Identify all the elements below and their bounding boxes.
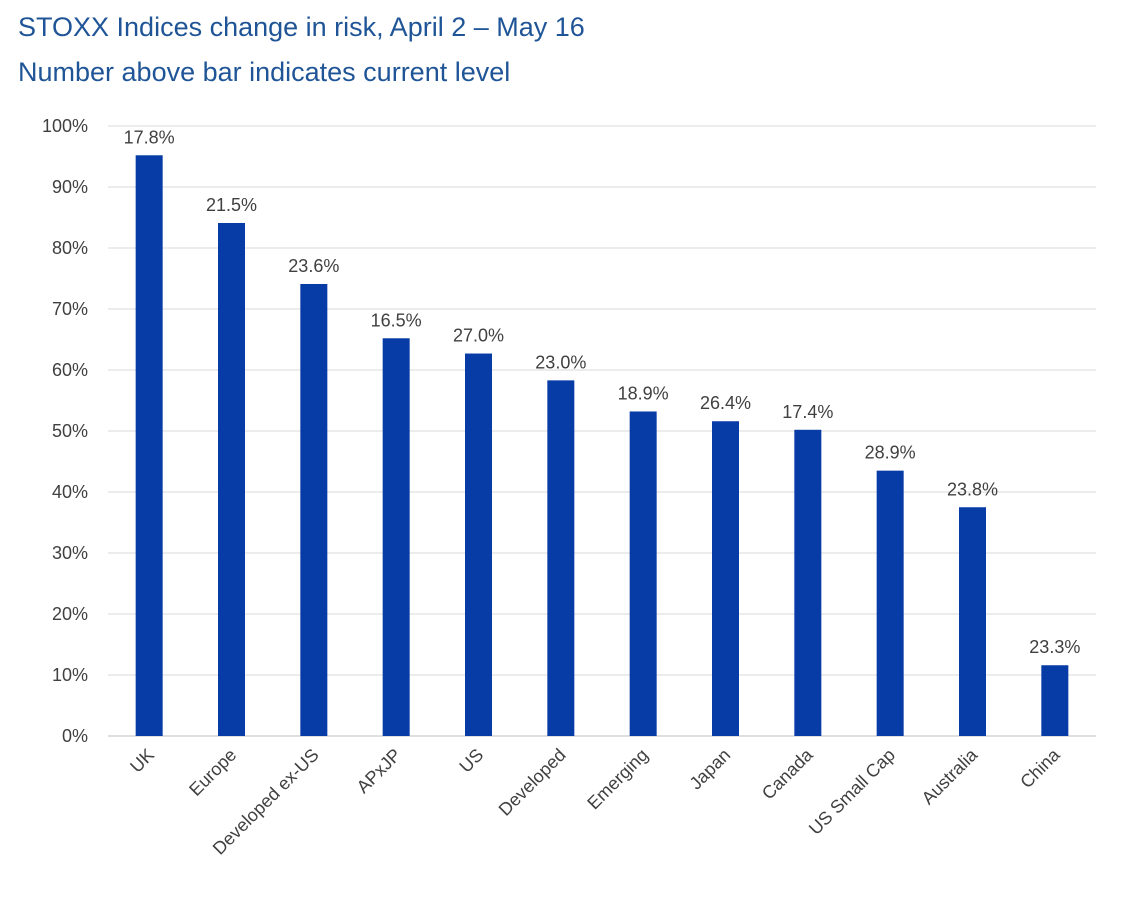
bar-japan — [712, 421, 739, 736]
data-label: 17.8% — [124, 127, 175, 147]
x-category-label: APxJP — [353, 745, 405, 797]
bar-canada — [794, 429, 822, 736]
gridlines — [108, 125, 1096, 737]
x-category-label: Australia — [918, 744, 982, 808]
y-tick-label: 90% — [52, 177, 88, 197]
y-tick-label: 30% — [52, 543, 88, 563]
y-tick-label: 80% — [52, 238, 88, 258]
y-tick-label: 60% — [52, 360, 88, 380]
x-category-label: Europe — [185, 745, 240, 800]
data-label: 28.9% — [865, 443, 916, 463]
y-tick-label: 70% — [52, 299, 88, 319]
y-tick-label: 40% — [52, 482, 88, 502]
chart-subtitle: Number above bar indicates current level — [18, 57, 511, 87]
bar-emerging — [629, 411, 657, 736]
bar-developed-ex-us — [300, 283, 328, 736]
data-label: 23.8% — [947, 479, 998, 499]
x-category-label: China — [1016, 744, 1064, 792]
bar-us — [465, 353, 492, 736]
data-label: 23.3% — [1029, 637, 1080, 657]
x-category-label: US Small Cap — [805, 745, 899, 839]
y-tick-label: 20% — [52, 604, 88, 624]
bar-apxjp — [382, 338, 410, 736]
bars — [135, 155, 1069, 737]
data-label: 26.4% — [700, 393, 751, 413]
data-labels: 17.8% 21.5% 23.6% 16.5% 27.0% 23.0% 18.9% 26.4%… — [124, 127, 1081, 657]
x-category-label: Emerging — [583, 745, 652, 814]
data-label: 21.5% — [206, 195, 257, 215]
y-tick-label: 100% — [42, 116, 88, 136]
data-label: 23.0% — [535, 352, 586, 372]
data-label: 18.9% — [618, 383, 669, 403]
bar-us-small-cap — [876, 470, 904, 736]
x-category-label: US — [455, 745, 487, 777]
chart-title: STOXX Indices change in risk, April 2 – … — [18, 12, 585, 42]
bar-uk — [135, 155, 163, 736]
y-tick-label: 10% — [52, 665, 88, 685]
x-category-label: UK — [126, 745, 158, 777]
bar-developed — [547, 380, 575, 736]
y-axis-ticks: 0% 10% 20% 30% 40% 50% 60% 70% 80% 90% 100% — [42, 116, 88, 746]
x-category-label: Canada — [758, 744, 817, 803]
y-tick-label: 50% — [52, 421, 88, 441]
bar-china — [1041, 665, 1069, 736]
x-category-label: Developed — [495, 745, 570, 820]
y-tick-label: 0% — [62, 726, 88, 746]
data-label: 17.4% — [782, 402, 833, 422]
x-category-label: Japan — [686, 745, 735, 794]
bar-europe — [218, 222, 245, 737]
data-label: 23.6% — [288, 256, 339, 276]
bar-australia — [959, 507, 986, 736]
data-label: 27.0% — [453, 326, 504, 346]
data-label: 16.5% — [371, 310, 422, 330]
